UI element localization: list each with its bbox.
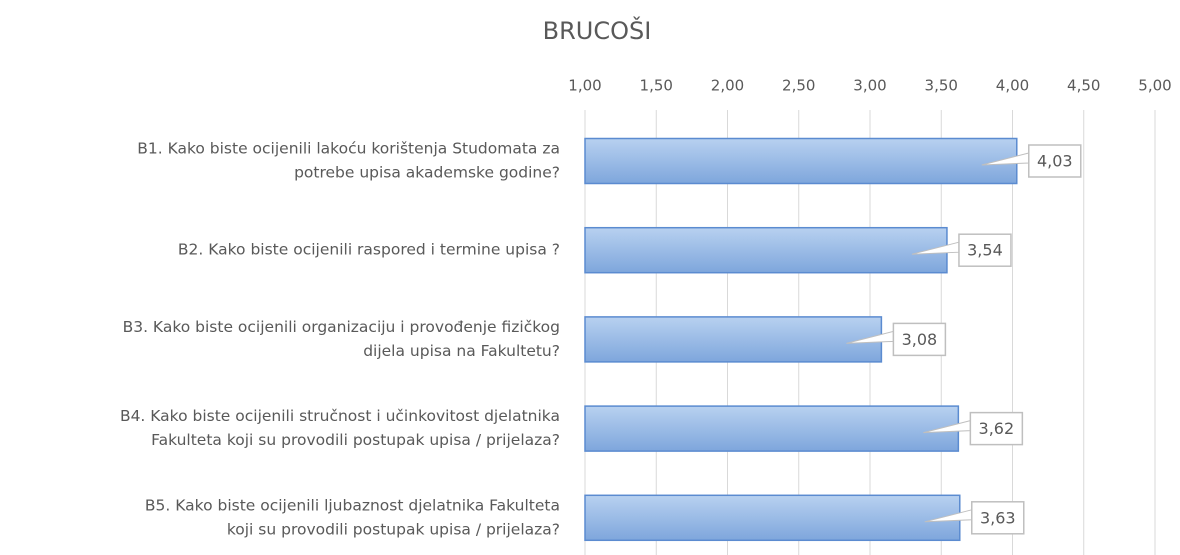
- category-label: dijela upisa na Fakultetu?: [363, 342, 560, 360]
- category-label: koji su provodili postupak upisa / prije…: [227, 520, 560, 538]
- x-tick-label: 4,50: [1067, 77, 1100, 95]
- x-tick-label: 1,00: [568, 77, 601, 95]
- data-label-box: [1028, 144, 1082, 178]
- chart-title: BRUCOŠI: [543, 15, 652, 45]
- category-label: B2. Kako biste ocijenili raspored i term…: [178, 241, 560, 259]
- x-tick-label: 4,00: [996, 77, 1029, 95]
- data-label-box: [958, 233, 1012, 267]
- x-tick-label: 2,00: [711, 77, 744, 95]
- bar: [584, 316, 883, 363]
- x-tick-label: 1,50: [640, 77, 673, 95]
- bar: [584, 494, 961, 542]
- bar: [584, 137, 1018, 185]
- x-tick-label: 5,00: [1138, 77, 1171, 95]
- category-label: B1. Kako biste ocijenili lakoću korišten…: [137, 140, 560, 158]
- x-tick-label: 3,00: [853, 77, 886, 95]
- bar: [584, 226, 948, 274]
- data-label: 4,03: [1037, 152, 1073, 171]
- category-label: B3. Kako biste ocijenili organizaciju i …: [123, 318, 560, 336]
- x-tick-label: 2,50: [782, 77, 815, 95]
- category-label: Fakulteta koji su provodili postupak upi…: [151, 431, 560, 449]
- bar: [584, 405, 960, 452]
- data-label: 3,54: [967, 241, 1003, 260]
- data-label: 3,62: [979, 419, 1015, 438]
- category-label: B4. Kako biste ocijenili stručnost i uči…: [120, 407, 560, 425]
- data-label: 3,08: [902, 330, 938, 349]
- data-label-box: [892, 322, 947, 357]
- x-tick-label: 3,50: [925, 77, 958, 95]
- data-label: 3,63: [980, 508, 1016, 527]
- data-label-box: [971, 501, 1025, 535]
- category-label: potrebe upisa akademske godine?: [294, 164, 560, 182]
- category-label: B5. Kako biste ocijenili ljubaznost djel…: [145, 496, 560, 514]
- data-label-box: [969, 411, 1024, 446]
